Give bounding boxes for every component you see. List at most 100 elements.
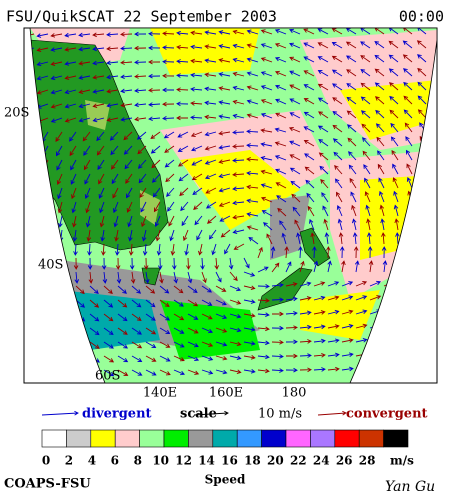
australia: [30, 39, 169, 251]
lat-label: 20S: [4, 106, 29, 121]
wind-vector: [173, 271, 178, 284]
wind-vector: [229, 285, 242, 292]
wind-vector: [257, 326, 270, 332]
wind-vector: [246, 129, 259, 134]
wind-vector: [346, 110, 357, 119]
wind-vector: [417, 95, 427, 105]
wind-vector: [131, 299, 142, 308]
wind-vector: [229, 271, 238, 282]
wind-vector: [187, 285, 198, 293]
wind-vector: [89, 327, 100, 336]
wind-vector: [70, 159, 77, 171]
wind-vector: [260, 196, 273, 203]
wind-vector: [115, 243, 120, 256]
wind-vector: [341, 352, 354, 357]
wind-vector: [389, 95, 399, 105]
wind-vector: [257, 246, 263, 259]
wind-vector: [313, 324, 326, 330]
wind-vector: [347, 137, 357, 147]
wind-vector: [141, 215, 147, 228]
wind-vector: [393, 190, 399, 203]
wind-vector: [36, 89, 49, 95]
wind-vector: [310, 232, 315, 245]
wind-vector: [417, 109, 427, 119]
wind-vector: [367, 246, 373, 259]
wind-vector: [331, 55, 343, 63]
wind-vector: [140, 201, 147, 213]
wind-vector: [243, 327, 256, 332]
wind-vector: [246, 170, 259, 176]
wind-vector: [281, 232, 287, 245]
wind-vector: [190, 101, 203, 106]
wind-vector: [215, 285, 227, 292]
wind-vector: [204, 44, 217, 49]
wind-vector: [106, 117, 119, 122]
wind-vector: [218, 201, 231, 207]
wind-vector: [289, 112, 301, 119]
wind-vector: [64, 103, 77, 109]
wind-vector: [303, 28, 315, 35]
wind-vector: [257, 298, 270, 303]
wind-vector: [204, 30, 217, 35]
footer-right: Yan Gu: [385, 479, 435, 495]
wind-vector: [139, 187, 147, 199]
wind-vector: [219, 215, 231, 222]
wind-vector: [298, 246, 303, 259]
wind-vector: [351, 218, 357, 231]
wind-vector: [271, 340, 284, 345]
wind-vector: [232, 85, 245, 91]
wind-vector: [355, 280, 368, 287]
wind-vector: [204, 173, 217, 180]
wind-vector: [271, 368, 284, 373]
lon-label: 140E: [143, 386, 177, 401]
wind-vector: [154, 215, 161, 227]
wind-vector: [360, 41, 371, 49]
wind-vector: [103, 341, 114, 349]
speed-patch: [300, 290, 380, 340]
wind-vector: [406, 176, 413, 189]
wind-vector: [405, 149, 413, 161]
wind-vector: [299, 353, 312, 358]
wind-vector: [162, 87, 175, 93]
wind-vector: [103, 355, 115, 363]
wind-vector: [289, 84, 301, 91]
wind-vector: [211, 243, 217, 256]
wind-vector: [85, 215, 91, 228]
wind-vector: [379, 190, 385, 203]
wind-vector: [260, 71, 273, 77]
wind-vector: [232, 186, 245, 191]
wind-vector: [89, 341, 100, 349]
wind-vector: [229, 299, 242, 305]
highland: [140, 190, 160, 225]
wind-vector: [341, 338, 354, 343]
wind-vector: [215, 271, 222, 283]
wind-vector: [131, 313, 142, 321]
wind-vector: [271, 297, 284, 302]
wind-vector: [190, 131, 203, 137]
wind-vector: [232, 113, 245, 119]
wind-vector: [57, 187, 63, 200]
wind-vector: [260, 57, 273, 63]
wind-vector: [348, 151, 357, 161]
wind-vector: [173, 341, 185, 348]
wind-vector: [232, 130, 245, 135]
wind-vector: [69, 145, 77, 157]
wind-vector: [187, 313, 199, 320]
wind-vector: [72, 215, 77, 228]
wind-vector: [83, 159, 91, 171]
wind-vector: [159, 271, 164, 284]
wind-vector: [136, 131, 147, 140]
wind-vector: [285, 353, 298, 359]
wind-vector: [214, 257, 219, 270]
wind-vector: [99, 201, 105, 214]
legend-convergent: convergent: [346, 407, 428, 422]
wind-vector: [341, 260, 346, 273]
color-swatch: [163, 429, 189, 448]
wind-vector: [177, 131, 189, 138]
wind-vector: [70, 173, 77, 185]
wind-vector: [355, 323, 368, 329]
wind-vector: [205, 201, 217, 209]
wind-vector: [163, 131, 175, 139]
wind-vector: [176, 45, 189, 50]
wind-vector: [303, 84, 315, 91]
